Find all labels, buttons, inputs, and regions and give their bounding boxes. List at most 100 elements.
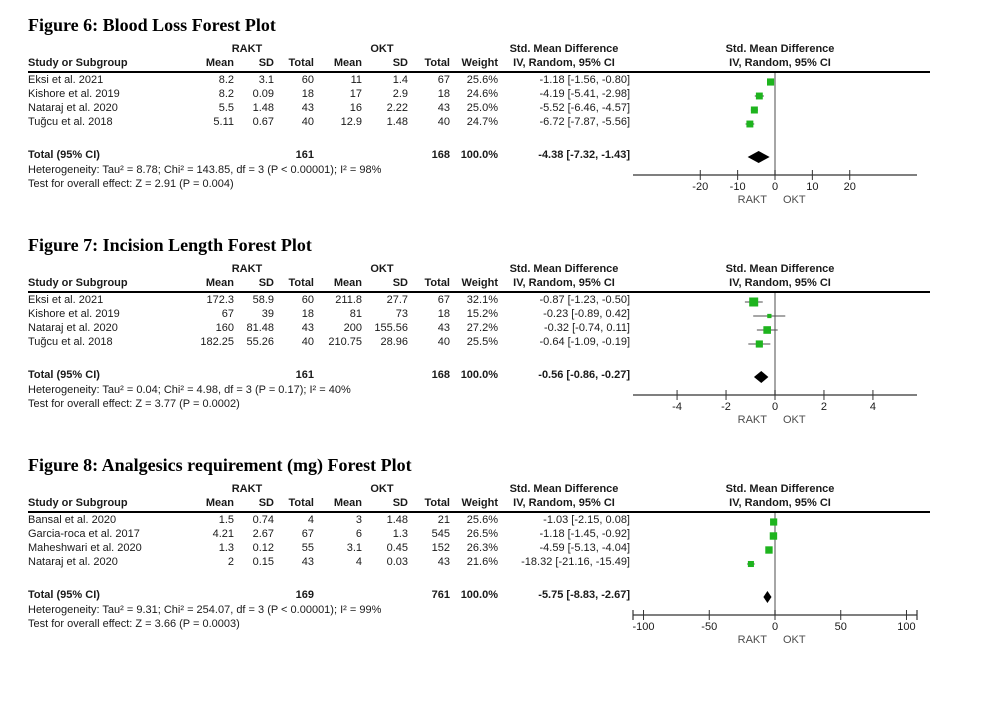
cell-study: Nataraj et al. 2020 [28, 102, 118, 114]
cell-total-rakt: 43 [301, 102, 314, 114]
cell-mean-okt: 16 [349, 102, 362, 114]
cell-weight: 21.6% [466, 556, 498, 568]
forest-plot-svg: -20 -10 0 10 20 RAKT OKT [633, 73, 917, 206]
cell-study: Nataraj et al. 2020 [28, 322, 118, 334]
col-header-total-okt: Total [424, 57, 450, 69]
table-row: Nataraj et al. 2020 2 0.15 43 4 0.03 43 21.6% -1… [28, 555, 630, 569]
cell-ci: -0.23 [-0.89, 0.42] [543, 308, 630, 320]
cell-total-rakt: 67 [301, 528, 314, 540]
cell-total-okt: 67 [437, 74, 450, 86]
cell-study: Eksi et al. 2021 [28, 294, 104, 306]
group-header-okt: OKT [370, 43, 394, 55]
cell-study: Eksi et al. 2021 [28, 74, 104, 86]
cell-sd-okt: 2.22 [386, 102, 408, 114]
cell-weight: 25.5% [466, 336, 498, 348]
cell-weight: 25.0% [466, 102, 498, 114]
cell-total-okt: 18 [437, 308, 450, 320]
cell-sd-okt: 1.48 [386, 514, 408, 526]
column-header-row: Study or Subgroup Mean SD Total Mean SD … [28, 496, 630, 511]
total-okt-n: 168 [431, 149, 450, 161]
cell-sd-rakt: 55.26 [246, 336, 274, 348]
cell-total-rakt: 43 [301, 322, 314, 334]
group-header-row: RAKT OKT Std. Mean Difference [28, 482, 630, 496]
group-header-rakt: RAKT [231, 263, 263, 275]
tick-label: 100 [897, 621, 915, 633]
cell-total-okt: 152 [431, 542, 450, 554]
favors-okt-label: OKT [783, 194, 806, 206]
table-row: Kishore et al. 2019 67 39 18 81 73 18 15.2% -0.2… [28, 307, 630, 321]
heterogeneity-text: Heterogeneity: Tau² = 0.04; Chi² = 4.98,… [28, 384, 351, 396]
cell-total-okt: 18 [437, 88, 450, 100]
cell-sd-okt: 27.7 [386, 294, 408, 306]
group-header-smd: Std. Mean Difference [509, 43, 619, 55]
total-ci: -5.75 [-8.83, -2.67] [538, 589, 630, 601]
col-header-sd-rakt: SD [258, 277, 274, 289]
total-spacer [314, 367, 362, 383]
cell-mean-rakt: 8.2 [218, 88, 234, 100]
spacer-row [28, 569, 630, 587]
col-header-mean-okt: Mean [333, 277, 362, 289]
col-header-sd-okt: SD [392, 277, 408, 289]
cell-study: Maheshwari et al. 2020 [28, 542, 142, 554]
plot-header-method: IV, Random, 95% CI [729, 497, 831, 509]
study-table: RAKT OKT Std. Mean Difference Study or S… [28, 262, 630, 411]
cell-ci: -0.32 [-0.74, 0.11] [543, 322, 630, 334]
col-header-mean-rakt: Mean [205, 497, 234, 509]
study-marker [770, 518, 778, 526]
cell-study: Tuğcu et al. 2018 [28, 336, 113, 348]
total-weight: 100.0% [460, 369, 498, 381]
total-spacer [234, 367, 274, 383]
col-header-total-rakt: Total [288, 497, 314, 509]
total-ci: -4.38 [-7.32, -1.43] [538, 149, 630, 161]
cell-study: Bansal et al. 2020 [28, 514, 117, 526]
cell-weight: 27.2% [466, 322, 498, 334]
cell-mean-rakt: 160 [215, 322, 234, 334]
col-header-mean-okt: Mean [333, 497, 362, 509]
cell-sd-okt: 155.56 [374, 322, 408, 334]
plot-column: Std. Mean Difference IV, Random, 95% CI … [630, 262, 930, 427]
cell-sd-rakt: 0.09 [252, 88, 274, 100]
cell-sd-rakt: 2.67 [252, 528, 274, 540]
cell-weight: 15.2% [466, 308, 498, 320]
cell-sd-rakt: 39 [261, 308, 274, 320]
cell-total-okt: 43 [437, 322, 450, 334]
cell-mean-rakt: 2 [227, 556, 234, 568]
study-marker [767, 313, 772, 319]
col-header-weight: Weight [461, 497, 498, 509]
total-spacer [180, 587, 234, 603]
study-marker [747, 560, 754, 568]
cell-mean-okt: 81 [349, 308, 362, 320]
cell-weight: 26.3% [466, 542, 498, 554]
cell-study: Garcia-roca et al. 2017 [28, 528, 140, 540]
table-row: Kishore et al. 2019 8.2 0.09 18 17 2.9 18 24.6%… [28, 87, 630, 101]
cell-total-rakt: 60 [301, 74, 314, 86]
cell-mean-rakt: 172.3 [206, 294, 234, 306]
forest-plot-svg: -4 -2 0 2 4 RAKT OKT [633, 293, 917, 426]
heterogeneity-text: Heterogeneity: Tau² = 9.31; Chi² = 254.0… [28, 604, 382, 616]
study-marker [765, 546, 773, 554]
overall-effect-text: Test for overall effect: Z = 3.66 (P = 0… [28, 618, 240, 630]
cell-total-rakt: 40 [301, 336, 314, 348]
col-header-ci: IV, Random, 95% CI [513, 57, 615, 69]
cell-total-rakt: 43 [301, 556, 314, 568]
plot-column: Std. Mean Difference IV, Random, 95% CI … [630, 42, 930, 207]
cell-sd-rakt: 1.48 [252, 102, 274, 114]
cell-mean-okt: 200 [343, 322, 362, 334]
total-spacer [362, 367, 408, 383]
cell-weight: 25.6% [466, 74, 498, 86]
table-row: Nataraj et al. 2020 160 81.48 43 200 155.56 43… [28, 321, 630, 335]
cell-total-okt: 40 [437, 116, 450, 128]
cell-weight: 24.6% [466, 88, 498, 100]
figure-body: RAKT OKT Std. Mean Difference Study or S… [28, 262, 978, 430]
col-header-study: Study or Subgroup [28, 277, 128, 289]
cell-sd-okt: 1.4 [392, 74, 408, 86]
tick-label: 2 [821, 401, 827, 413]
favors-okt-label: OKT [783, 634, 806, 646]
pooled-diamond [753, 371, 769, 383]
table-row: Nataraj et al. 2020 5.5 1.48 43 16 2.22 43 25.0… [28, 101, 630, 115]
tick-label: -20 [692, 181, 708, 193]
figures-container: Figure 6: Blood Loss Forest Plot RAKT OK… [0, 14, 994, 650]
column-header-row: Study or Subgroup Mean SD Total Mean SD … [28, 276, 630, 291]
table-row: Eksi et al. 2021 8.2 3.1 60 11 1.4 67 25.6% -1.1… [28, 73, 630, 87]
cell-study: Tuğcu et al. 2018 [28, 116, 113, 128]
